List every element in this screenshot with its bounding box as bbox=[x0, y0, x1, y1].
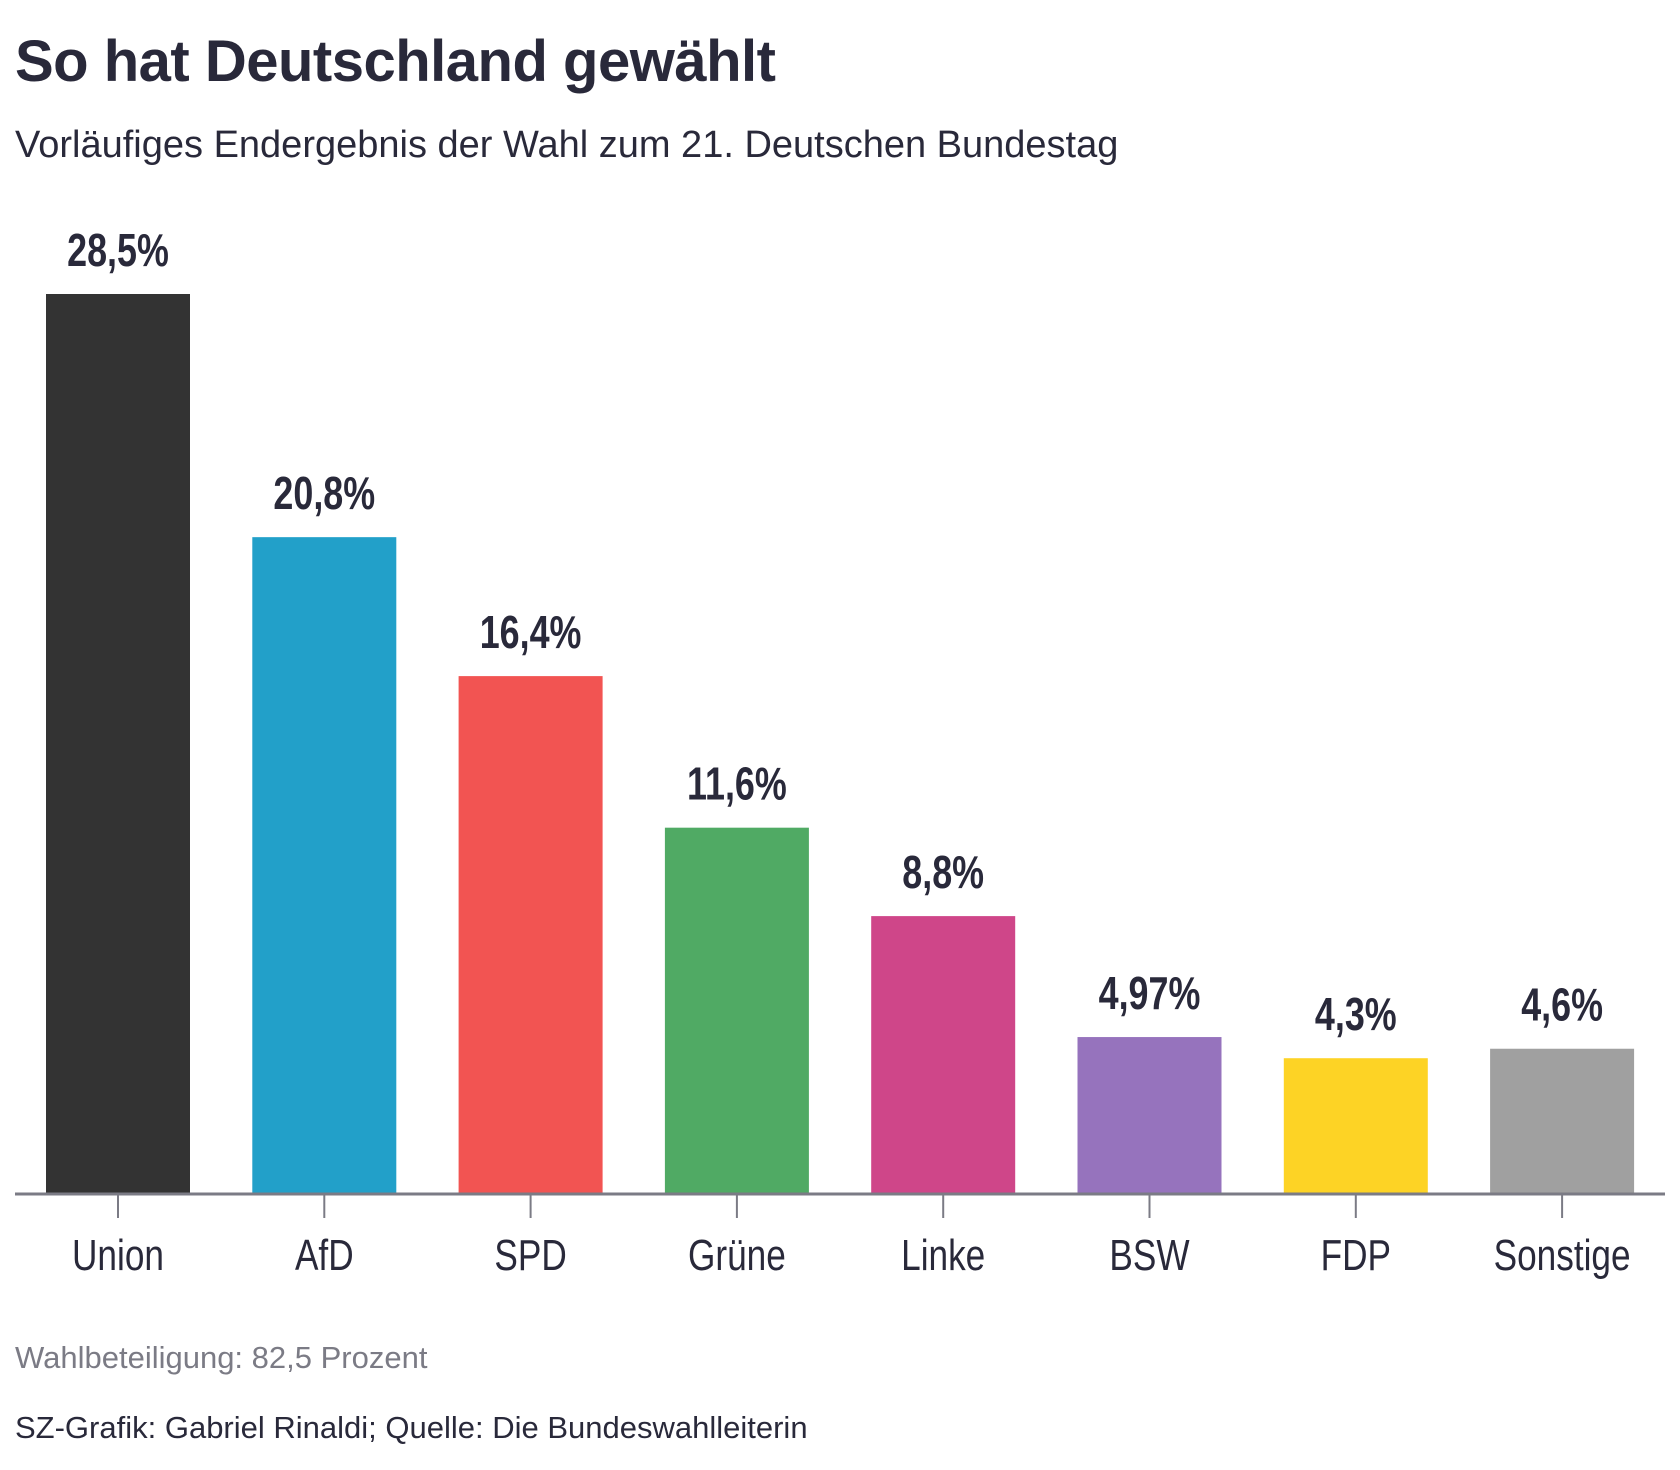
category-label-3: Grüne bbox=[688, 1231, 786, 1280]
category-label-6: FDP bbox=[1321, 1231, 1391, 1280]
category-label-7: Sonstige bbox=[1494, 1231, 1631, 1280]
value-label-4: 8,8% bbox=[902, 847, 984, 898]
bar-3 bbox=[664, 827, 809, 1194]
category-label-4: Linke bbox=[901, 1231, 985, 1280]
category-label-2: SPD bbox=[494, 1231, 566, 1280]
value-label-7: 4,6% bbox=[1521, 979, 1603, 1030]
source-note: SZ-Grafik: Gabriel Rinaldi; Quelle: Die … bbox=[15, 1410, 808, 1445]
value-label-2: 16,4% bbox=[480, 607, 582, 658]
value-label-5: 4,97% bbox=[1099, 968, 1201, 1019]
bar-4 bbox=[871, 916, 1016, 1194]
value-label-0: 28,5% bbox=[67, 225, 169, 276]
category-label-5: BSW bbox=[1109, 1231, 1190, 1280]
value-label-3: 11,6% bbox=[687, 758, 787, 809]
bar-7 bbox=[1490, 1048, 1635, 1194]
chart-title: So hat Deutschland gewählt bbox=[15, 29, 776, 94]
bar-1 bbox=[252, 537, 397, 1194]
bar-chart: 28,5% Union 20,8% AfD 16,4% SPD 11,6% Grüne 8,8%… bbox=[15, 225, 1665, 1280]
chart-subtitle: Vorläufiges Endergebnis der Wahl zum 21.… bbox=[15, 124, 1119, 166]
bar-6 bbox=[1283, 1058, 1428, 1194]
turnout-note: Wahlbeteiligung: 82,5 Prozent bbox=[15, 1340, 428, 1375]
bar-2 bbox=[458, 676, 603, 1194]
bar-0 bbox=[46, 294, 190, 1194]
value-label-1: 20,8% bbox=[273, 468, 375, 519]
category-label-0: Union bbox=[72, 1231, 164, 1280]
value-label-6: 4,3% bbox=[1315, 989, 1397, 1040]
bar-5 bbox=[1077, 1037, 1222, 1194]
category-label-1: AfD bbox=[295, 1231, 354, 1280]
